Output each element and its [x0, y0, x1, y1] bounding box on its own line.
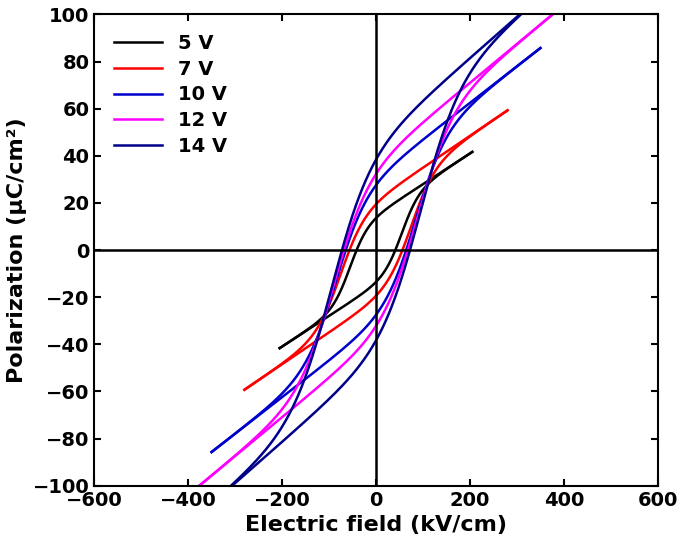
- X-axis label: Electric field (kV/cm): Electric field (kV/cm): [245, 515, 507, 535]
- Legend: 5 V, 7 V, 10 V, 12 V, 14 V: 5 V, 7 V, 10 V, 12 V, 14 V: [104, 24, 236, 166]
- Y-axis label: Polarization (μC/cm²): Polarization (μC/cm²): [7, 117, 27, 383]
